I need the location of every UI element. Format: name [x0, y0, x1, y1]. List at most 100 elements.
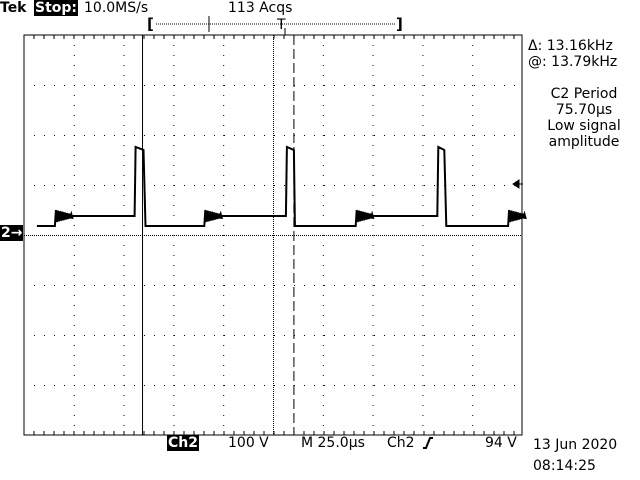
grid-dot [514, 135, 515, 136]
center-axis-dot [86, 235, 87, 236]
center-axis-dot [178, 235, 179, 236]
cursor-delta: Δ: 13.16kHz [528, 38, 613, 54]
center-axis-dot [408, 235, 409, 236]
center-axis-dot [273, 359, 274, 360]
center-axis-dot [273, 95, 274, 96]
grid-dot [154, 335, 155, 336]
grid-dot [123, 95, 125, 96]
grid-dot [173, 405, 175, 406]
center-axis-dot [273, 83, 274, 84]
center-axis-dot [273, 231, 274, 232]
center-axis-dot [370, 235, 371, 236]
grid-dot [154, 285, 155, 286]
grid-dot [244, 135, 245, 136]
measurement-panel: C2 Period 75.70µs Low signal amplitude [528, 86, 640, 150]
center-axis-dot [422, 235, 423, 236]
center-axis-dot [108, 235, 109, 236]
center-axis-dot [273, 279, 274, 280]
center-axis-dot [394, 235, 395, 236]
grid-dot [223, 185, 225, 186]
grid-dot [322, 135, 324, 136]
center-axis-dot [238, 235, 239, 236]
grid-dot [322, 175, 324, 176]
grid-dot [422, 85, 424, 86]
center-axis-dot [273, 351, 274, 352]
grid-dot [422, 205, 424, 206]
grid-dot [314, 85, 315, 86]
grid-dot [73, 405, 75, 406]
grid-dot [123, 255, 125, 256]
center-axis-dot [84, 235, 85, 236]
grid-dot [223, 385, 225, 386]
grid-dot [394, 185, 395, 186]
grid-dot [322, 95, 324, 96]
center-axis-dot [62, 235, 63, 236]
center-axis-dot [124, 235, 125, 236]
grid-dot [494, 185, 495, 186]
center-axis-dot [273, 109, 274, 110]
center-axis-dot [273, 357, 274, 358]
center-axis-dot [170, 235, 171, 236]
center-axis-dot [314, 235, 315, 236]
grid-dot [123, 195, 125, 196]
grid-dot [73, 355, 75, 356]
center-axis-dot [273, 191, 274, 192]
center-axis-dot [264, 235, 265, 236]
center-axis-dot [273, 253, 274, 254]
center-axis-dot [428, 235, 429, 236]
grid-dot [73, 265, 75, 266]
center-axis-dot [494, 235, 495, 236]
center-axis-dot [273, 151, 274, 152]
center-axis-dot [273, 303, 274, 304]
center-axis-dot [273, 51, 274, 52]
grid-dot [472, 65, 474, 66]
grid-dot [394, 135, 395, 136]
grid-dot [472, 55, 474, 56]
grid-dot [64, 185, 65, 186]
center-axis-dot [273, 157, 274, 158]
grid-dot [73, 225, 75, 226]
center-axis-dot [273, 203, 274, 204]
center-axis-dot [54, 235, 55, 236]
grid-dot [173, 275, 175, 276]
grid-dot [394, 335, 395, 336]
grid-dot [322, 195, 324, 196]
grid-dot [204, 85, 205, 86]
grid-dot [184, 385, 185, 386]
grid-dot [74, 285, 75, 286]
grid-dot [73, 365, 75, 366]
grid-dot [384, 285, 385, 286]
grid-dot [74, 185, 75, 186]
center-axis-dot [273, 355, 274, 356]
center-axis-dot [128, 235, 129, 236]
center-axis-dot [273, 189, 274, 190]
center-axis-dot [273, 289, 274, 290]
center-axis-dot [273, 391, 274, 392]
grid-dot [374, 135, 375, 136]
center-axis-dot [273, 39, 274, 40]
grid-dot [223, 405, 225, 406]
center-axis-dot [273, 327, 274, 328]
center-axis-dot [172, 235, 173, 236]
center-axis-dot [464, 235, 465, 236]
grid-dot [223, 345, 225, 346]
center-axis-dot [444, 235, 445, 236]
grid-dot [324, 335, 325, 336]
center-axis-dot [446, 235, 447, 236]
grid-dot [184, 285, 185, 286]
grid-dot [472, 95, 474, 96]
grid-dot [254, 285, 255, 286]
center-axis-dot [273, 375, 274, 376]
grid-dot [123, 65, 125, 66]
grid-dot [134, 385, 135, 386]
center-axis-dot [273, 213, 274, 214]
grid-dot [472, 145, 474, 146]
grid-dot [184, 185, 185, 186]
center-axis-dot [58, 235, 59, 236]
grid-dot [274, 135, 275, 136]
center-axis-dot [88, 235, 89, 236]
center-axis-dot [273, 401, 274, 402]
grid-dot [454, 85, 455, 86]
grid-dot [464, 335, 465, 336]
center-axis-dot [498, 235, 499, 236]
